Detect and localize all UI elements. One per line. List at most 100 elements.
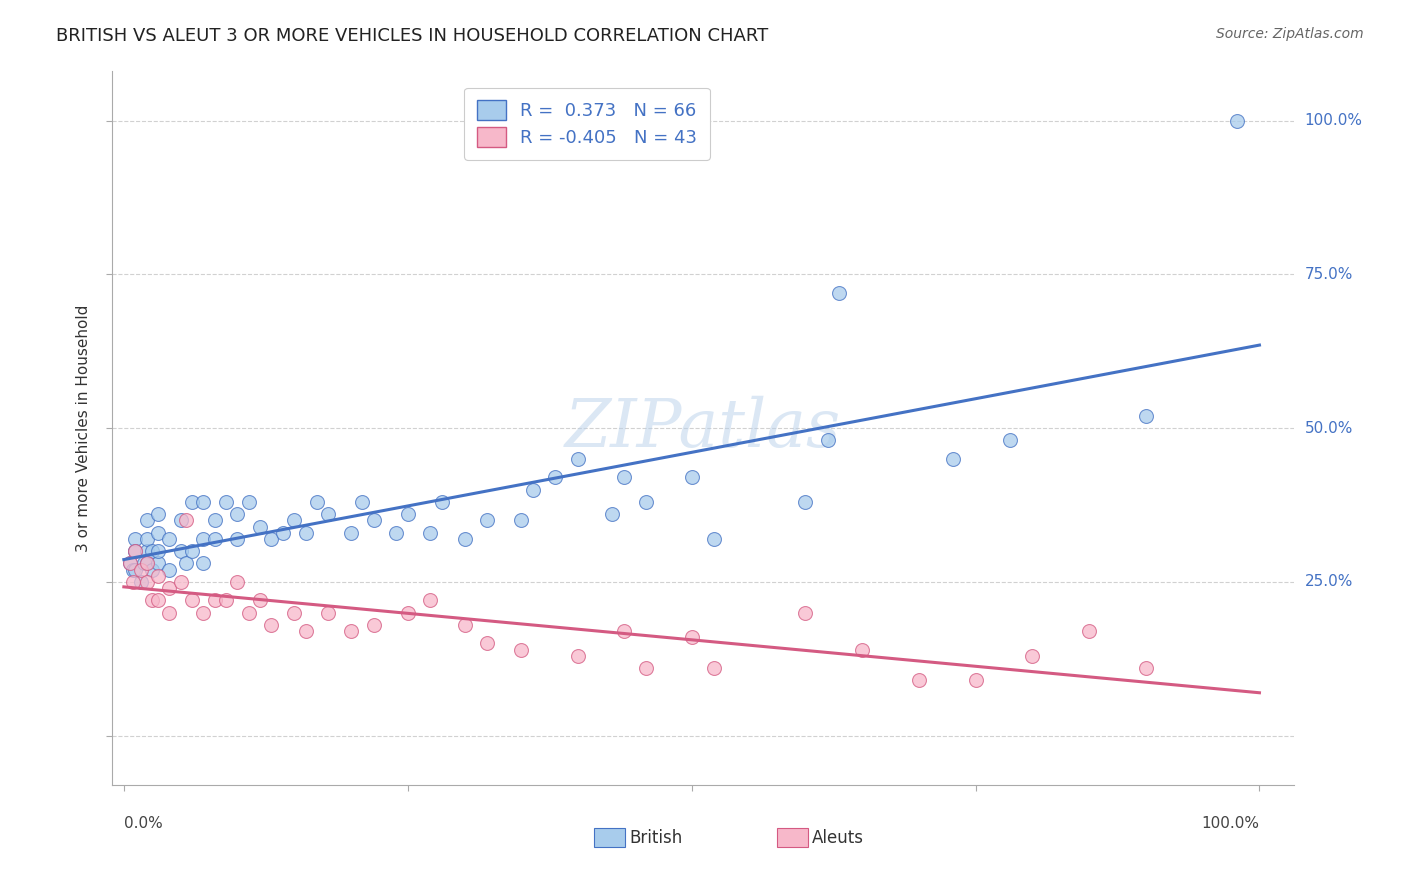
Point bbox=[316, 508, 339, 522]
Point bbox=[294, 624, 316, 639]
Point bbox=[283, 513, 305, 527]
Point bbox=[385, 525, 408, 540]
Point bbox=[118, 557, 141, 571]
Point bbox=[636, 495, 658, 509]
Text: 50.0%: 50.0% bbox=[1305, 421, 1353, 435]
Point bbox=[419, 593, 441, 607]
Point bbox=[703, 532, 725, 546]
Point bbox=[129, 574, 152, 589]
Point bbox=[141, 544, 163, 558]
Point bbox=[294, 525, 316, 540]
Point bbox=[419, 525, 441, 540]
Text: 100.0%: 100.0% bbox=[1305, 113, 1362, 128]
Point bbox=[215, 593, 238, 607]
Point bbox=[453, 618, 475, 632]
Point bbox=[794, 606, 817, 620]
Text: 100.0%: 100.0% bbox=[1202, 815, 1260, 830]
Point bbox=[135, 532, 157, 546]
Point bbox=[181, 544, 204, 558]
Point bbox=[129, 563, 152, 577]
Point bbox=[965, 673, 987, 688]
Point bbox=[828, 285, 851, 300]
Point bbox=[181, 495, 204, 509]
Point bbox=[193, 495, 215, 509]
Point bbox=[157, 606, 180, 620]
Y-axis label: 3 or more Vehicles in Household: 3 or more Vehicles in Household bbox=[76, 304, 91, 552]
Point bbox=[122, 563, 145, 577]
Point bbox=[567, 451, 589, 466]
Point bbox=[907, 673, 929, 688]
Point bbox=[600, 508, 623, 522]
Point bbox=[146, 593, 169, 607]
Point bbox=[124, 544, 146, 558]
Point bbox=[135, 557, 157, 571]
Point bbox=[1078, 624, 1101, 639]
Point bbox=[146, 569, 169, 583]
Point bbox=[1021, 648, 1043, 663]
Point bbox=[193, 532, 215, 546]
Point bbox=[305, 495, 328, 509]
Point bbox=[636, 661, 658, 675]
Point bbox=[204, 513, 226, 527]
Text: BRITISH VS ALEUT 3 OR MORE VEHICLES IN HOUSEHOLD CORRELATION CHART: BRITISH VS ALEUT 3 OR MORE VEHICLES IN H… bbox=[56, 27, 769, 45]
Point bbox=[174, 557, 197, 571]
Point bbox=[157, 532, 180, 546]
Point bbox=[157, 581, 180, 595]
Point bbox=[134, 557, 156, 571]
Point bbox=[226, 508, 249, 522]
Point bbox=[146, 508, 169, 522]
Text: Aleuts: Aleuts bbox=[813, 829, 863, 847]
Point bbox=[238, 495, 260, 509]
Point bbox=[238, 606, 260, 620]
Point bbox=[430, 495, 453, 509]
Point bbox=[851, 642, 873, 657]
Point bbox=[510, 513, 533, 527]
Point bbox=[612, 470, 634, 484]
Point bbox=[260, 618, 283, 632]
Point bbox=[135, 544, 157, 558]
Point bbox=[316, 606, 339, 620]
Point bbox=[612, 624, 634, 639]
Point bbox=[817, 434, 839, 448]
Point bbox=[146, 544, 169, 558]
Point bbox=[193, 557, 215, 571]
Point bbox=[453, 532, 475, 546]
Point bbox=[271, 525, 294, 540]
Point bbox=[169, 513, 191, 527]
Point bbox=[510, 642, 533, 657]
Point bbox=[340, 624, 363, 639]
Point bbox=[477, 513, 499, 527]
Point bbox=[226, 532, 249, 546]
Point bbox=[1226, 113, 1249, 128]
Point bbox=[544, 470, 567, 484]
Point bbox=[1135, 409, 1157, 423]
Point bbox=[363, 618, 385, 632]
Point bbox=[169, 544, 191, 558]
Text: 0.0%: 0.0% bbox=[124, 815, 163, 830]
Point bbox=[146, 557, 169, 571]
Point bbox=[169, 574, 191, 589]
Point bbox=[681, 630, 703, 644]
Point bbox=[998, 434, 1021, 448]
Point bbox=[1135, 661, 1157, 675]
Text: 25.0%: 25.0% bbox=[1305, 574, 1353, 590]
Point bbox=[141, 593, 163, 607]
Text: British: British bbox=[630, 829, 682, 847]
Point bbox=[363, 513, 385, 527]
Text: ZIPatlas: ZIPatlas bbox=[565, 395, 841, 461]
Point bbox=[124, 544, 146, 558]
Point bbox=[794, 495, 817, 509]
Point bbox=[249, 593, 271, 607]
Point bbox=[122, 574, 145, 589]
Point bbox=[703, 661, 725, 675]
Point bbox=[215, 495, 238, 509]
Point bbox=[681, 470, 703, 484]
Point bbox=[340, 525, 363, 540]
Point bbox=[193, 606, 215, 620]
Point bbox=[260, 532, 283, 546]
Point bbox=[522, 483, 544, 497]
Point bbox=[124, 532, 146, 546]
Point bbox=[283, 606, 305, 620]
Point bbox=[118, 557, 141, 571]
Point bbox=[567, 648, 589, 663]
